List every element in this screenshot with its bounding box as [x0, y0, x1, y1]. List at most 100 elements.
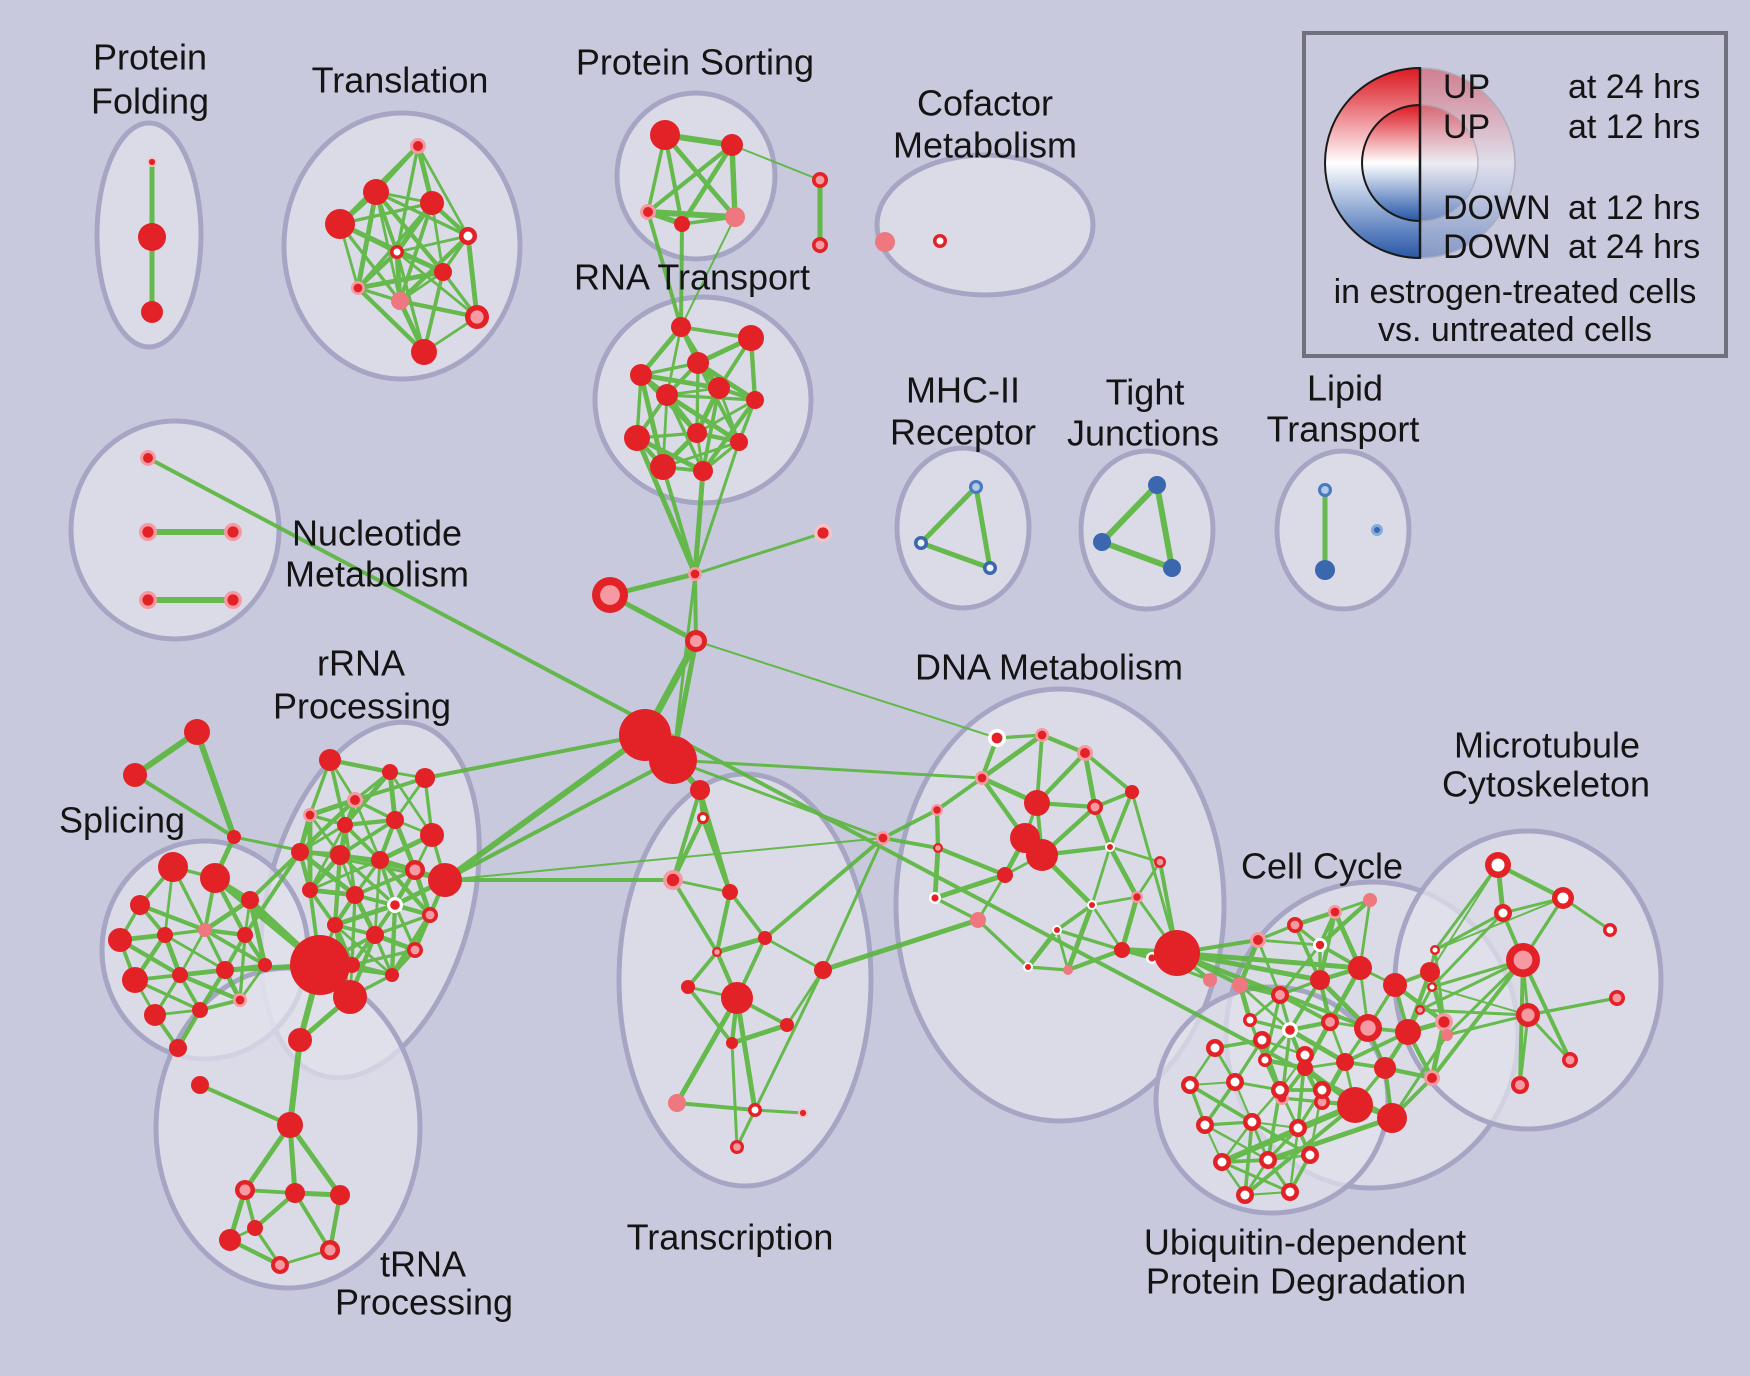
network-edge	[728, 890, 767, 940]
network-edge	[695, 640, 998, 739]
network-node	[730, 433, 748, 451]
network-edge	[1278, 943, 1322, 997]
cluster-ellipse-tight-junctions	[1078, 448, 1216, 612]
network-node-core	[977, 773, 987, 783]
network-edge	[665, 393, 757, 402]
cluster-ellipse-mhc2-receptor	[894, 445, 1032, 611]
network-node-core	[1275, 1085, 1285, 1095]
network-edge	[674, 995, 740, 1106]
network-edge	[1174, 950, 1323, 983]
network-node	[184, 719, 210, 745]
network-node-core	[1521, 1008, 1535, 1022]
network-node	[371, 851, 389, 869]
network-edge	[194, 729, 237, 840]
network-node	[1337, 1087, 1373, 1123]
network-node	[302, 882, 318, 898]
network-node	[1093, 533, 1111, 551]
network-node-core	[1432, 947, 1438, 953]
network-edge	[1174, 950, 1363, 971]
network-node	[346, 886, 364, 904]
network-node	[1377, 1103, 1407, 1133]
network-edge	[646, 210, 683, 329]
network-node-core	[413, 141, 423, 151]
network-node	[138, 223, 166, 251]
cluster-label-translation: Translation	[312, 60, 489, 101]
network-edge	[287, 1037, 303, 1128]
network-edge	[137, 902, 208, 933]
network-node-core	[1200, 1120, 1210, 1130]
network-node	[1348, 956, 1372, 980]
network-edge	[373, 913, 432, 937]
network-node	[1441, 1029, 1453, 1041]
network-edge	[355, 285, 427, 355]
network-node-core	[353, 283, 363, 293]
network-node-core	[1300, 1050, 1310, 1060]
network-node	[227, 830, 241, 844]
network-node	[690, 780, 710, 800]
network-node	[758, 931, 772, 945]
network-edge	[933, 896, 980, 922]
network-edge	[1317, 909, 1338, 983]
cluster-label-tight-junctions: Tight	[1106, 372, 1185, 413]
network-node-core	[1185, 1080, 1195, 1090]
cluster-label-mhc2-receptor: Receptor	[890, 412, 1036, 453]
cluster-label-trna-processing: Processing	[335, 1282, 513, 1323]
network-edge	[729, 142, 738, 220]
network-node	[1148, 476, 1166, 494]
network-node-core	[1107, 844, 1113, 850]
network-node-core	[1290, 920, 1300, 930]
network-edge	[918, 540, 993, 571]
network-edge	[701, 386, 721, 473]
network-edge	[1107, 844, 1140, 900]
network-edge	[1293, 923, 1322, 982]
network-edge	[297, 849, 358, 898]
network-node	[726, 1037, 738, 1049]
network-edge	[918, 484, 979, 546]
network-node-core	[1080, 748, 1090, 758]
network-edge	[444, 837, 884, 881]
cluster-label-mhc2-receptor: MHC-II	[906, 370, 1020, 411]
network-node	[108, 928, 132, 952]
network-node	[1297, 1060, 1313, 1076]
network-node-core	[1360, 1020, 1376, 1036]
network-node-core	[1285, 1025, 1295, 1035]
network-node-core	[393, 248, 401, 256]
network-edge	[763, 936, 825, 972]
network-edge	[1431, 986, 1529, 1016]
network-node	[1203, 973, 1217, 987]
network-edge	[675, 1101, 757, 1112]
network-node-core	[917, 539, 925, 547]
legend-time-label: at 12 hrs	[1568, 108, 1700, 146]
network-node	[434, 263, 452, 281]
network-node	[1336, 1053, 1354, 1071]
legend-gradient-circle	[1419, 104, 1479, 222]
cluster-label-transcription: Transcription	[627, 1217, 834, 1258]
cluster-label-cofactor-metabolism: Metabolism	[893, 125, 1077, 166]
cluster-label-rrna-processing: rRNA	[317, 643, 405, 684]
network-node	[237, 927, 253, 943]
network-node-core	[142, 526, 154, 538]
network-edge	[293, 1191, 332, 1252]
cluster-label-microtubule-cytoskeleton: Cytoskeleton	[1442, 764, 1650, 805]
network-node-core	[235, 995, 245, 1005]
network-edge	[698, 788, 732, 894]
network-node-core	[1305, 1150, 1315, 1160]
network-node	[172, 967, 188, 983]
network-node	[420, 191, 444, 215]
network-node	[624, 425, 650, 451]
network-edge	[1135, 860, 1162, 899]
network-node-core	[1261, 1056, 1269, 1064]
network-node	[258, 958, 272, 972]
network-node-core	[1315, 940, 1325, 950]
cluster-label-trna-processing: tRNA	[380, 1244, 466, 1285]
network-node	[708, 377, 730, 399]
network-node	[687, 352, 709, 374]
network-edge	[1445, 1013, 1530, 1037]
network-node-core	[1257, 1035, 1267, 1045]
network-node-core	[1325, 1017, 1335, 1027]
network-edge	[397, 298, 480, 320]
network-edge	[695, 398, 757, 435]
network-node-core	[714, 949, 720, 955]
network-edge	[338, 818, 397, 857]
